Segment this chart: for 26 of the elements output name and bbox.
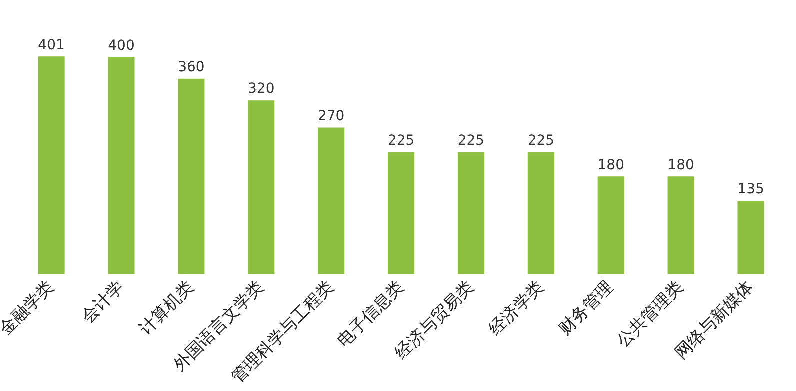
data-label: 225 <box>528 132 555 149</box>
x-tick-label: 会计学 <box>78 277 128 328</box>
x-tick-label: 财务管理 <box>556 277 618 340</box>
data-label: 225 <box>388 132 415 149</box>
data-label: 180 <box>668 157 694 174</box>
data-label: 180 <box>598 157 624 174</box>
bar <box>108 57 135 274</box>
x-tick-label: 金融学类 <box>0 277 58 340</box>
bar <box>248 100 275 274</box>
bar <box>528 152 554 274</box>
data-label: 270 <box>318 108 345 124</box>
bar <box>388 152 415 274</box>
bar <box>458 152 485 274</box>
bar <box>738 201 764 274</box>
bar <box>318 128 345 274</box>
data-label: 360 <box>178 60 205 76</box>
data-label: 320 <box>248 81 275 98</box>
bar <box>668 176 694 274</box>
data-label: 225 <box>458 132 485 149</box>
bar <box>598 176 624 274</box>
x-tick-label: 经济学类 <box>486 277 548 340</box>
data-label: 401 <box>38 37 65 54</box>
data-label: 135 <box>738 182 764 198</box>
bar <box>38 56 65 274</box>
bar <box>178 78 205 274</box>
data-label: 400 <box>108 38 135 54</box>
